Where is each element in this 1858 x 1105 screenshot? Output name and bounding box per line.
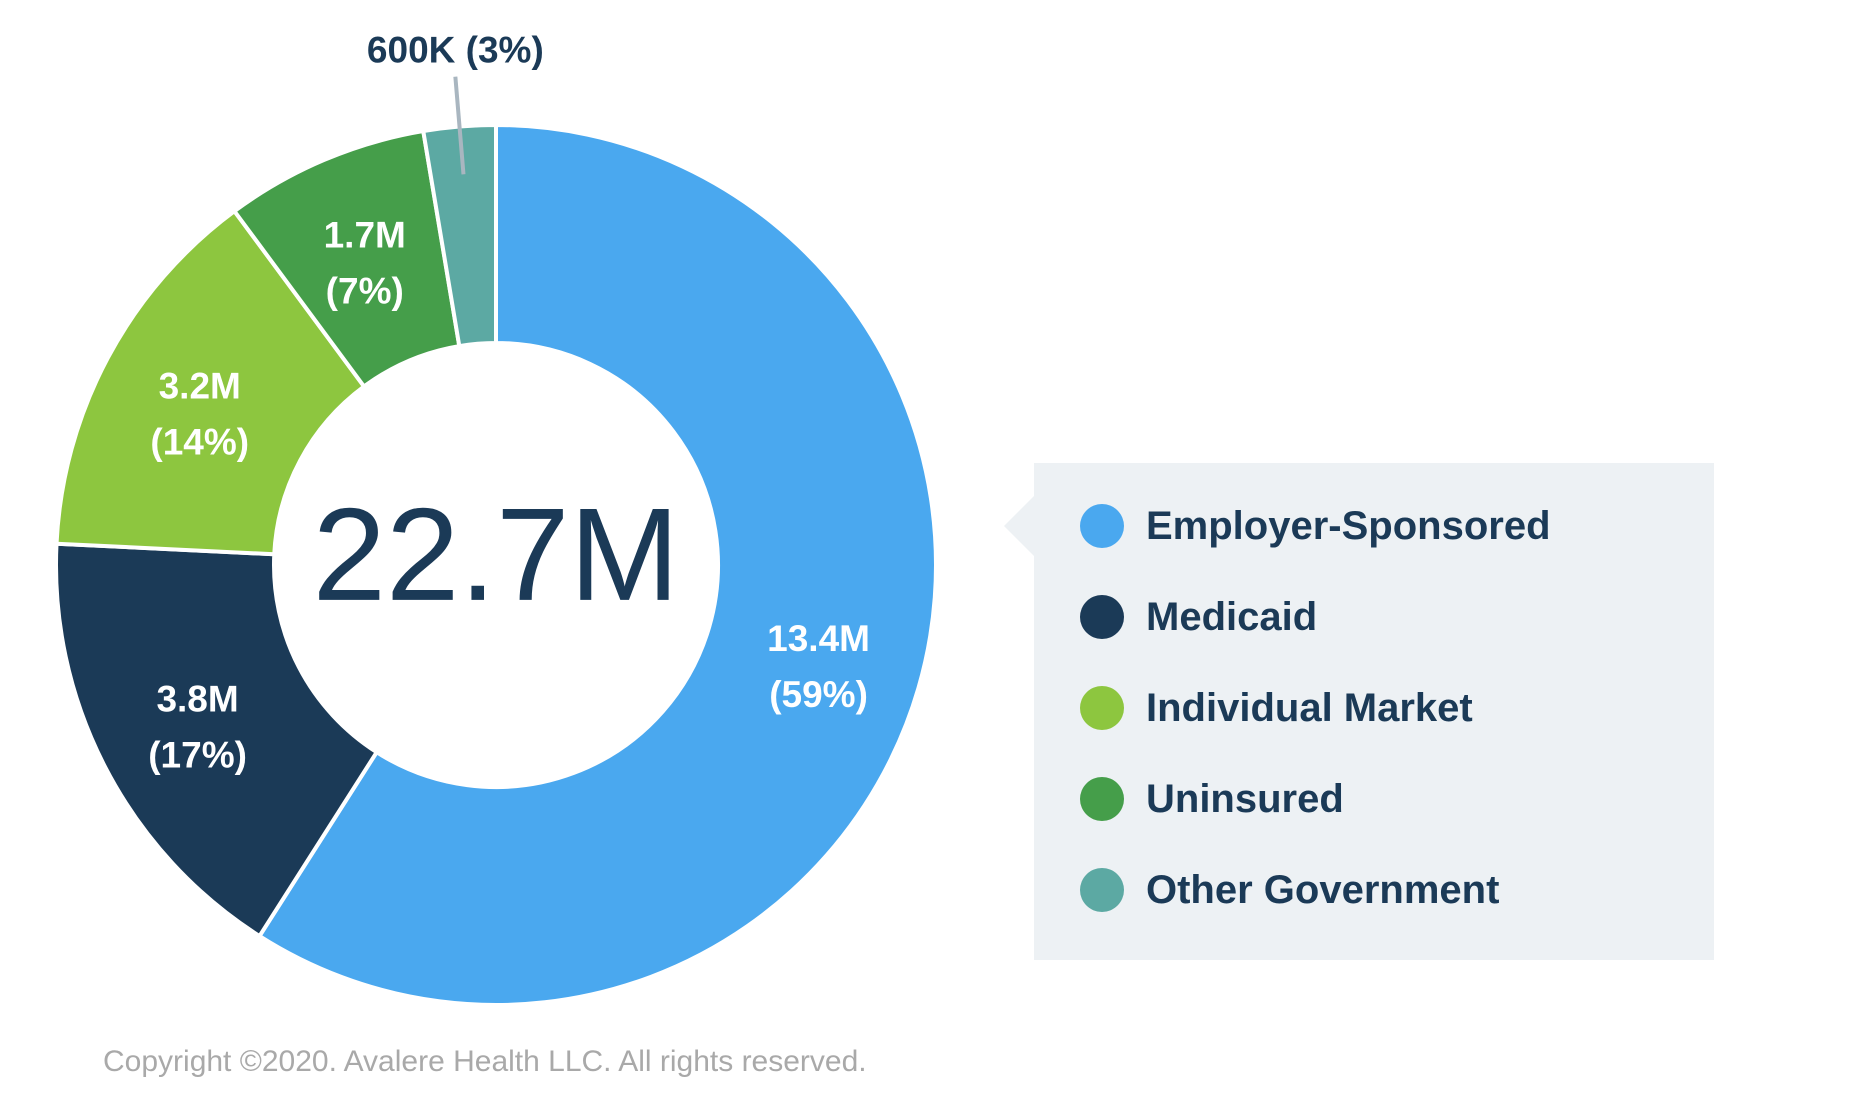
leader-line [453,76,466,175]
slice-percent-label: (17%) [148,734,247,775]
slice-medicaid [54,541,380,939]
slice-label-individual-market: 3.2M (14%) [150,365,249,462]
slice-individual-market [54,208,367,557]
donut-slices [54,122,938,1007]
legend-label: Employer-Sponsored [1146,503,1551,548]
legend-label: Other Government [1146,867,1500,912]
legend: Employer-Sponsored Medicaid Individual M… [1080,496,1551,951]
legend-item-uninsured: Uninsured [1080,769,1551,829]
legend-panel [1034,463,1714,960]
slice-other-government [420,122,498,349]
slice-percent-label: (7%) [326,271,404,312]
slice-percent-label: (59%) [769,674,868,715]
slice-label-other-government: 600K (3%) [367,30,544,71]
center-total-label: 22.7M [313,481,680,628]
slice-value-label: 13.4M [767,618,870,659]
legend-swatch-uninsured-icon [1080,777,1124,821]
slice-value-label: 3.8M [156,678,238,719]
legend-item-medicaid: Medicaid [1080,587,1551,647]
slice-label-medicaid: 3.8M (17%) [148,678,247,775]
legend-swatch-individual-market-icon [1080,686,1124,730]
legend-label: Medicaid [1146,594,1318,639]
legend-item-employer-sponsored: Employer-Sponsored [1080,496,1551,556]
slice-value-label: 3.2M [159,365,241,406]
legend-label: Individual Market [1146,685,1473,730]
slice-value-label: 1.7M [324,215,406,256]
slice-employer-sponsored [256,122,938,1007]
legend-swatch-employer-sponsored-icon [1080,504,1124,548]
slice-label-uninsured: 1.7M (7%) [324,215,406,312]
legend-item-other-government: Other Government [1080,860,1551,920]
legend-pointer [1004,496,1034,556]
copyright-text: Copyright ©2020. Avalere Health LLC. All… [103,1045,867,1078]
legend-item-individual-market: Individual Market [1080,678,1551,738]
slice-percent-label: (14%) [150,421,249,462]
slice-labels: 13.4M (59%) 3.8M (17%) 3.2M (14%) 1.7M (7%) 600K… [148,30,870,776]
legend-swatch-other-government-icon [1080,868,1124,912]
slice-label-employer-sponsored: 13.4M (59%) [767,618,870,715]
legend-swatch-medicaid-icon [1080,595,1124,639]
legend-label: Uninsured [1146,776,1344,821]
